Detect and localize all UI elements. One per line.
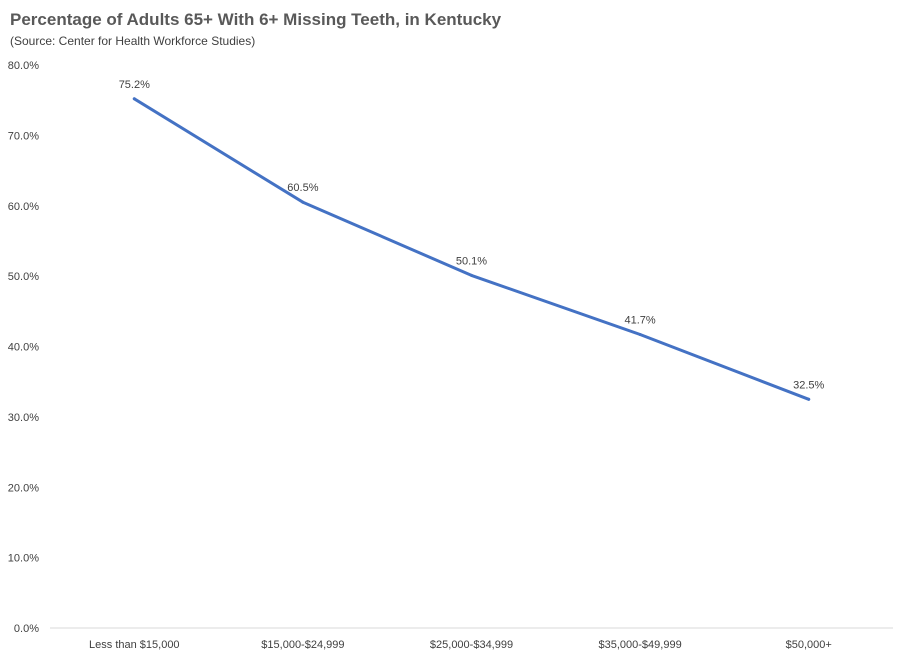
data-label: 75.2% — [119, 79, 150, 91]
x-tick-label: Less than $15,000 — [89, 639, 180, 651]
y-tick-label: 30.0% — [8, 412, 39, 424]
x-tick-label: $25,000-$34,999 — [430, 639, 513, 651]
data-point — [301, 200, 305, 204]
data-point — [638, 333, 642, 337]
data-point — [132, 97, 136, 101]
data-label: 32.5% — [793, 379, 824, 391]
y-tick-label: 70.0% — [8, 130, 39, 142]
series-line — [132, 97, 811, 401]
data-label: 60.5% — [287, 182, 318, 194]
y-tick-label: 20.0% — [8, 482, 39, 494]
y-tick-label: 40.0% — [8, 342, 39, 354]
y-tick-label: 80.0% — [8, 60, 39, 72]
x-tick-label: $15,000-$24,999 — [261, 639, 344, 651]
x-axis: Less than $15,000 $15,000-$24,999 $25,000-… — [50, 627, 893, 651]
y-tick-label: 0.0% — [14, 623, 39, 635]
y-tick-label: 50.0% — [8, 271, 39, 283]
data-label: 41.7% — [624, 315, 655, 327]
y-axis: 0.0% 10.0% 20.0% 30.0% 40.0% 50.0% 60.0% 70.0% 8… — [8, 60, 39, 635]
chart-subtitle: (Source: Center for Health Workforce Stu… — [10, 34, 256, 48]
data-point — [807, 397, 811, 401]
series-group — [132, 97, 811, 401]
data-label: 50.1% — [456, 255, 487, 267]
x-tick-label: $35,000-$49,999 — [599, 639, 682, 651]
y-tick-label: 60.0% — [8, 201, 39, 213]
chart-title: Percentage of Adults 65+ With 6+ Missing… — [10, 10, 502, 29]
data-labels: 75.2% 60.5% 50.1% 41.7% 32.5% — [119, 79, 825, 392]
x-tick-label: $50,000+ — [786, 639, 832, 651]
y-tick-label: 10.0% — [8, 553, 39, 565]
data-point — [470, 273, 473, 277]
